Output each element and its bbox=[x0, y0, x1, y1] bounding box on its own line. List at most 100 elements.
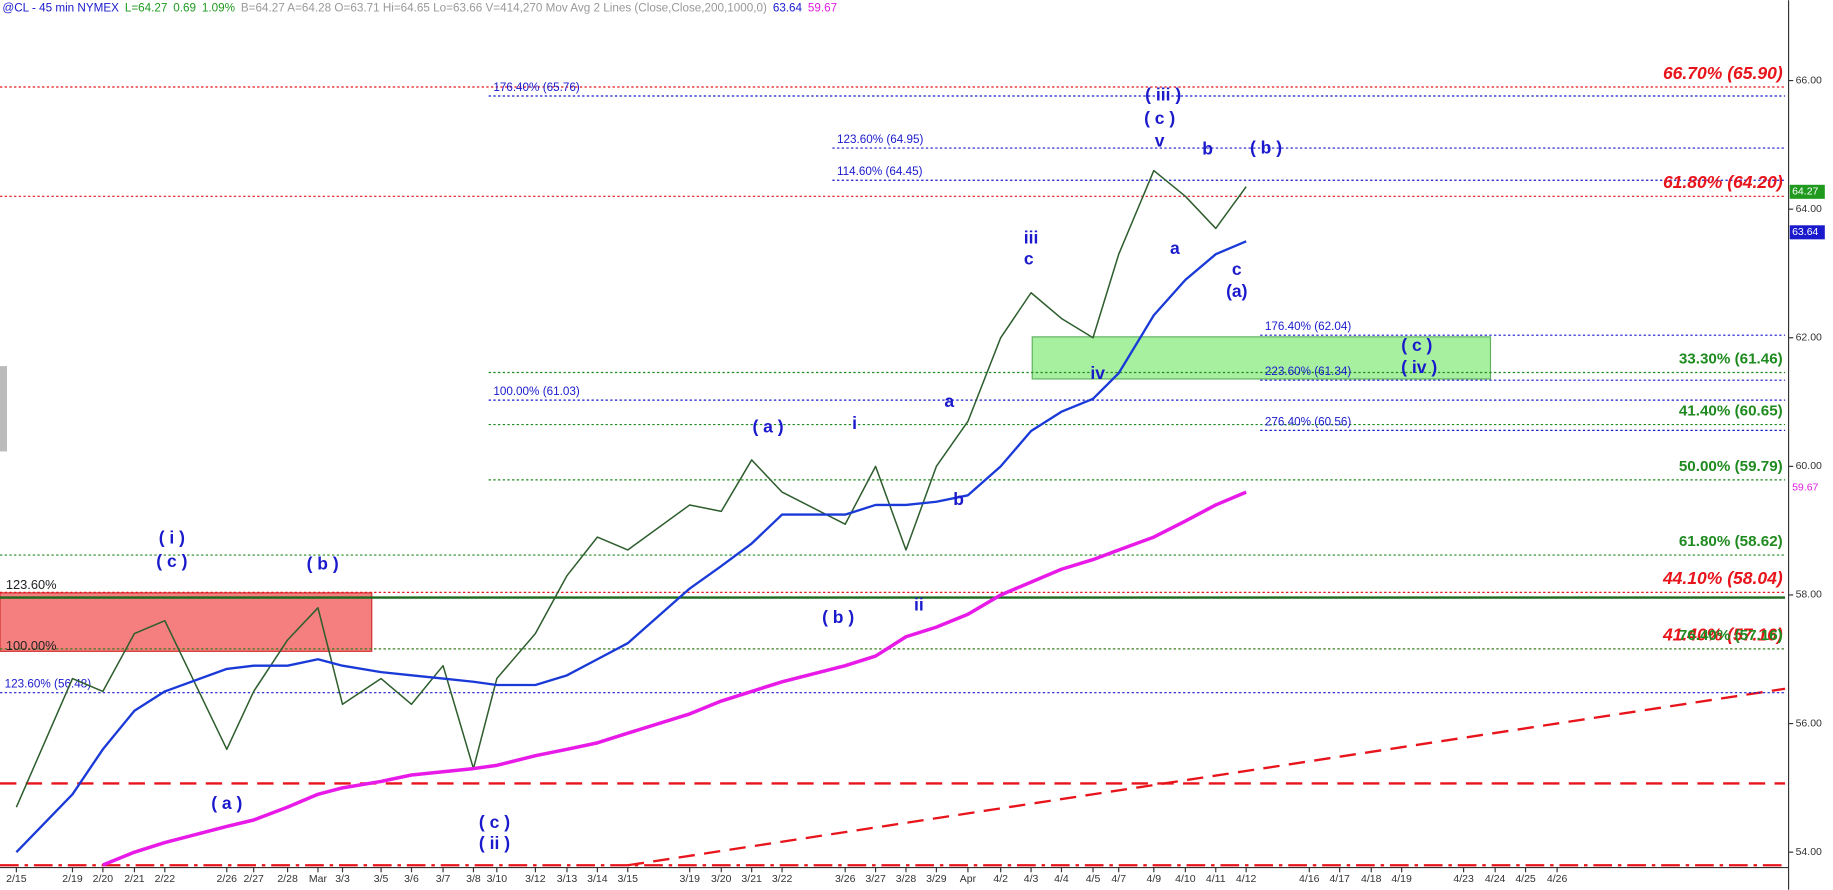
fib-label: 123.60% (64.95) bbox=[837, 133, 924, 146]
wave-label: ii bbox=[914, 594, 924, 614]
x-tick-label: 2/28 bbox=[277, 873, 298, 885]
fib-label: 61.80% (64.20) bbox=[1663, 172, 1783, 192]
x-tick-label: 3/26 bbox=[835, 873, 856, 885]
x-tick-label: 4/18 bbox=[1361, 873, 1382, 885]
y-tick-label: 54.00 bbox=[1796, 846, 1822, 858]
y-tick-label: 56.00 bbox=[1796, 717, 1822, 729]
x-tick-label: 2/21 bbox=[124, 873, 145, 885]
x-tick-label: 4/2 bbox=[993, 873, 1008, 885]
wave-label: b bbox=[953, 489, 964, 509]
fib-label: 114.60% (64.45) bbox=[837, 165, 923, 178]
x-tick-label: 3/20 bbox=[711, 873, 732, 885]
x-tick-label: 4/25 bbox=[1515, 873, 1536, 885]
x-tick-label: 4/3 bbox=[1024, 873, 1039, 885]
y-tick-label: 60.00 bbox=[1796, 460, 1822, 472]
x-tick-label: 4/10 bbox=[1175, 873, 1196, 885]
x-tick-label: 4/26 bbox=[1547, 873, 1568, 885]
wave-label: ( ii ) bbox=[479, 833, 510, 853]
x-tick-label: 3/27 bbox=[865, 873, 886, 885]
x-tick-label: 4/11 bbox=[1206, 873, 1226, 885]
series-line bbox=[15, 240, 1247, 853]
x-tick-label: Mar bbox=[309, 873, 328, 885]
wave-label: a bbox=[944, 391, 954, 411]
wave-label: ( b ) bbox=[1250, 137, 1282, 157]
x-tick-label: 3/5 bbox=[374, 873, 389, 885]
header-part: B=64.27 A=64.28 O=63.71 Hi=64.65 Lo=63.6… bbox=[241, 1, 767, 14]
wave-label: c bbox=[1232, 259, 1242, 279]
wave-label: 123.60% bbox=[6, 577, 57, 592]
x-tick-label: 3/29 bbox=[926, 873, 947, 885]
x-tick-label: 2/26 bbox=[217, 873, 238, 885]
wave-label: 100.00% bbox=[6, 638, 57, 653]
fib-label: 41.40% (57.16) bbox=[1662, 625, 1783, 645]
x-tick-label: 3/28 bbox=[896, 873, 917, 885]
wave-label: c bbox=[1024, 248, 1034, 268]
fib-label: 123.60% (56.48) bbox=[5, 678, 92, 691]
price-tag bbox=[1789, 184, 1825, 199]
wave-label: b bbox=[1202, 138, 1213, 158]
price-tag bbox=[1789, 225, 1825, 240]
x-tick-label: 3/19 bbox=[679, 873, 700, 885]
fib-label: 176.40% (62.04) bbox=[1265, 320, 1352, 333]
wave-label: i bbox=[852, 413, 857, 433]
y-tick-label: 58.00 bbox=[1796, 589, 1822, 601]
x-tick-label: 3/10 bbox=[487, 873, 508, 885]
header-part: 0.69 bbox=[173, 1, 196, 14]
header: @CL - 45 min NYMEX L=64.27 0.69 1.09% B=64.2… bbox=[2, 1, 837, 14]
wave-label: a bbox=[1170, 238, 1180, 258]
wave-label: ( iv ) bbox=[1401, 357, 1437, 377]
series-line bbox=[15, 169, 1247, 808]
x-tick-label: Apr bbox=[960, 873, 977, 885]
x-tick-label: 2/22 bbox=[155, 873, 176, 885]
x-tick-label: 4/12 bbox=[1236, 873, 1257, 885]
wave-label: ( b ) bbox=[822, 607, 854, 627]
side-tab bbox=[0, 366, 8, 452]
x-tick-label: 3/14 bbox=[587, 873, 608, 885]
x-tick-label: 3/12 bbox=[525, 873, 546, 885]
x-tick-label: 4/24 bbox=[1485, 873, 1506, 885]
price-tag-label: 59.67 bbox=[1792, 481, 1818, 493]
fib-label: 44.10% (58.04) bbox=[1662, 568, 1783, 588]
wave-label: iv bbox=[1090, 363, 1105, 383]
wave-label: ( b ) bbox=[307, 553, 339, 573]
x-tick-label: 4/7 bbox=[1111, 873, 1126, 885]
fib-label: 176.40% (65.76) bbox=[493, 81, 580, 94]
wave-label: v bbox=[1155, 130, 1165, 150]
trend-line bbox=[627, 687, 1786, 867]
x-tick-label: 3/15 bbox=[618, 873, 639, 885]
wave-label: ( a ) bbox=[211, 793, 242, 813]
x-tick-label: 3/8 bbox=[466, 873, 481, 885]
wave-label: ( c ) bbox=[1401, 335, 1432, 355]
fib-label: 276.40% (60.56) bbox=[1265, 415, 1352, 428]
x-tick-label: 4/23 bbox=[1453, 873, 1474, 885]
wave-label: ( iii ) bbox=[1145, 85, 1181, 105]
x-tick-label: 3/7 bbox=[436, 873, 451, 885]
wave-label: (a) bbox=[1226, 281, 1247, 301]
x-tick-label: 3/21 bbox=[741, 873, 762, 885]
x-tick-label: 3/22 bbox=[772, 873, 793, 885]
x-tick-label: 2/19 bbox=[62, 873, 83, 885]
wave-label: ( c ) bbox=[1144, 108, 1175, 128]
x-tick-label: 4/5 bbox=[1086, 873, 1101, 885]
wave-label: ( i ) bbox=[159, 528, 185, 548]
series-line bbox=[102, 490, 1247, 867]
wave-label: ( c ) bbox=[156, 551, 187, 571]
price-tag bbox=[1789, 480, 1825, 495]
header-part: 1.09% bbox=[202, 1, 235, 14]
x-tick-label: 4/19 bbox=[1391, 873, 1412, 885]
fib-label: 33.30% (61.46) bbox=[1679, 351, 1783, 368]
fib-label: 100.00% (61.03) bbox=[493, 385, 580, 398]
y-tick-label: 64.00 bbox=[1796, 203, 1822, 215]
wave-label: ( a ) bbox=[752, 417, 783, 437]
fib-label: 66.70% (65.90) bbox=[1663, 63, 1783, 83]
wave-label: iii bbox=[1024, 227, 1039, 247]
x-tick-label: 2/27 bbox=[243, 873, 264, 885]
x-tick-label: 4/9 bbox=[1146, 873, 1161, 885]
price-tag-label: 64.27 bbox=[1792, 186, 1818, 198]
x-tick-label: 3/3 bbox=[335, 873, 350, 885]
header-part: @CL - 45 min NYMEX bbox=[2, 1, 119, 14]
x-tick-label: 4/16 bbox=[1299, 873, 1320, 885]
